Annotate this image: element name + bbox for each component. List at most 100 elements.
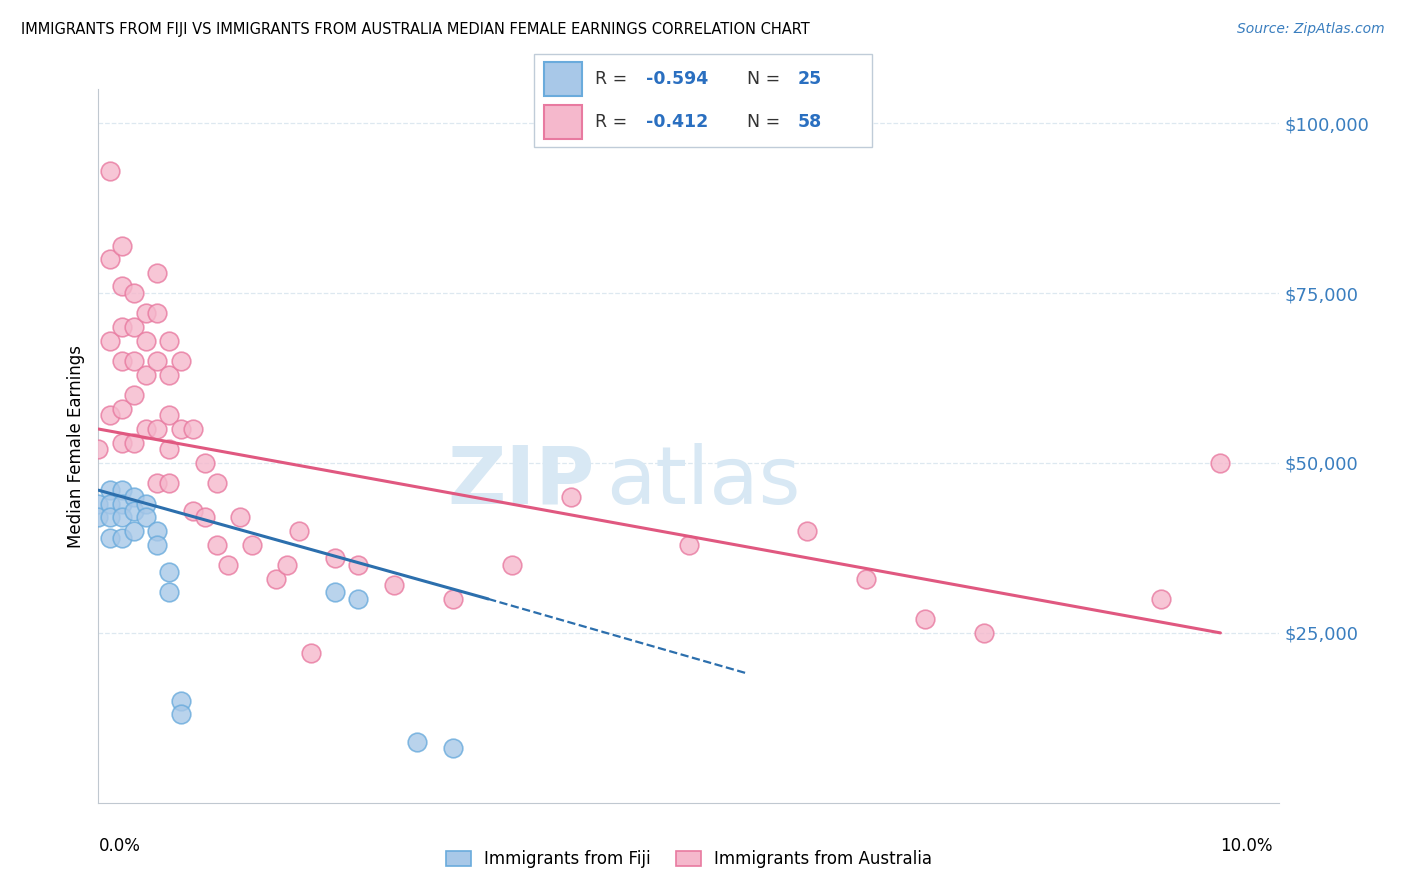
Text: IMMIGRANTS FROM FIJI VS IMMIGRANTS FROM AUSTRALIA MEDIAN FEMALE EARNINGS CORRELA: IMMIGRANTS FROM FIJI VS IMMIGRANTS FROM … [21, 22, 810, 37]
Text: N =: N = [747, 70, 786, 87]
Point [87, 497, 110, 511]
Point [264, 572, 287, 586]
Point [914, 612, 936, 626]
Point [111, 531, 134, 545]
Point [347, 558, 370, 572]
Point [181, 503, 204, 517]
Point [122, 503, 145, 517]
Point [98, 163, 121, 178]
Point [157, 368, 180, 382]
Point [146, 476, 169, 491]
Point [855, 572, 877, 586]
Point [796, 524, 818, 538]
Point [98, 483, 121, 498]
Point [146, 266, 169, 280]
Point [98, 510, 121, 524]
Point [98, 531, 121, 545]
Text: R =: R = [595, 70, 633, 87]
Point [288, 524, 311, 538]
Point [501, 558, 523, 572]
Text: 25: 25 [797, 70, 821, 87]
Point [157, 585, 180, 599]
Text: 0.0%: 0.0% [98, 837, 141, 855]
Point [217, 558, 239, 572]
Legend: Immigrants from Fiji, Immigrants from Australia: Immigrants from Fiji, Immigrants from Au… [437, 842, 941, 877]
Point [122, 435, 145, 450]
Point [323, 585, 346, 599]
Point [111, 320, 134, 334]
Point [122, 286, 145, 301]
Point [205, 476, 228, 491]
Point [229, 510, 252, 524]
FancyBboxPatch shape [544, 62, 582, 95]
Point [157, 476, 180, 491]
Point [98, 497, 121, 511]
Point [157, 334, 180, 348]
Point [135, 306, 157, 320]
Point [276, 558, 298, 572]
Point [146, 422, 169, 436]
Point [135, 368, 157, 382]
Point [135, 497, 157, 511]
Point [122, 354, 145, 368]
Point [122, 490, 145, 504]
Point [441, 741, 464, 756]
Text: 10.0%: 10.0% [1220, 837, 1272, 855]
Point [194, 510, 217, 524]
Point [181, 422, 204, 436]
Point [347, 591, 370, 606]
Point [135, 334, 157, 348]
Point [170, 422, 193, 436]
Point [111, 435, 134, 450]
Point [157, 409, 180, 423]
Point [1150, 591, 1173, 606]
Point [111, 510, 134, 524]
Point [87, 510, 110, 524]
Point [323, 551, 346, 566]
Point [111, 401, 134, 416]
Point [111, 354, 134, 368]
Point [98, 252, 121, 266]
Point [111, 497, 134, 511]
Point [98, 409, 121, 423]
Point [87, 442, 110, 457]
FancyBboxPatch shape [544, 105, 582, 139]
Point [299, 646, 322, 660]
Point [678, 537, 700, 551]
Point [170, 707, 193, 722]
Point [240, 537, 263, 551]
Y-axis label: Median Female Earnings: Median Female Earnings [66, 344, 84, 548]
Point [111, 238, 134, 252]
Point [560, 490, 582, 504]
Point [194, 456, 217, 470]
Point [111, 279, 134, 293]
Point [122, 388, 145, 402]
Point [146, 537, 169, 551]
Point [135, 510, 157, 524]
Point [135, 422, 157, 436]
Point [406, 734, 429, 748]
Text: atlas: atlas [606, 442, 800, 521]
Text: -0.594: -0.594 [645, 70, 707, 87]
Text: Source: ZipAtlas.com: Source: ZipAtlas.com [1237, 22, 1385, 37]
Point [122, 320, 145, 334]
Text: -0.412: -0.412 [645, 113, 707, 131]
Point [1209, 456, 1232, 470]
Text: N =: N = [747, 113, 786, 131]
Point [157, 442, 180, 457]
Point [441, 591, 464, 606]
Text: R =: R = [595, 113, 633, 131]
Text: 58: 58 [797, 113, 821, 131]
Point [146, 354, 169, 368]
Text: ZIP: ZIP [447, 442, 595, 521]
Point [170, 354, 193, 368]
Point [973, 626, 995, 640]
Point [205, 537, 228, 551]
Point [146, 306, 169, 320]
Point [111, 483, 134, 498]
Point [157, 565, 180, 579]
Point [146, 524, 169, 538]
Point [382, 578, 405, 592]
Point [170, 694, 193, 708]
Point [98, 334, 121, 348]
